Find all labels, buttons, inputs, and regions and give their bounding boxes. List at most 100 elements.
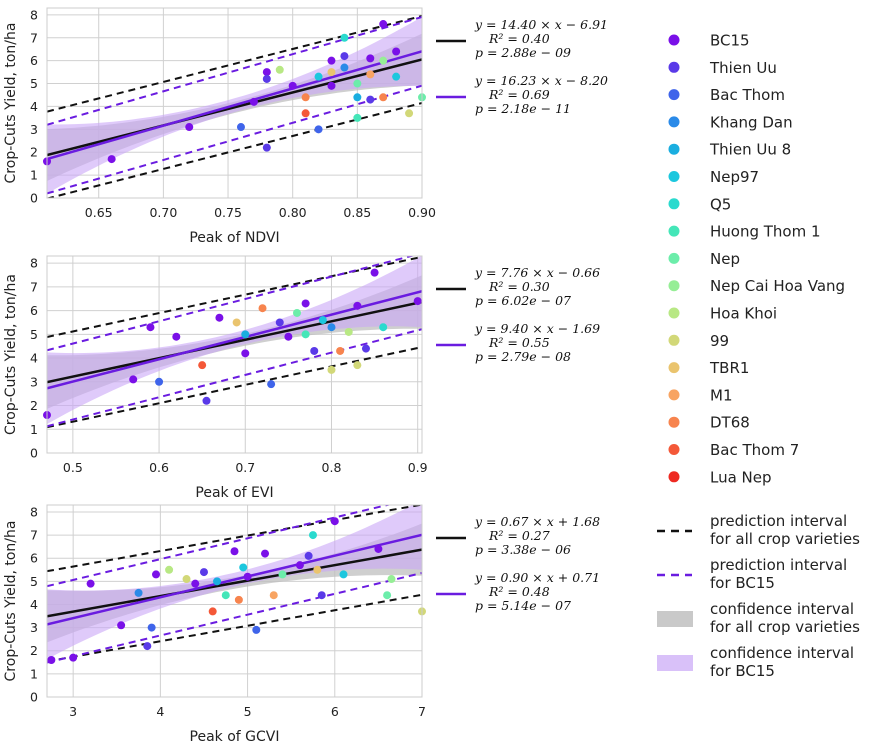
y-tick-label: 2 — [30, 643, 38, 658]
y-tick-label: 1 — [30, 666, 38, 681]
y-tick-label: 6 — [30, 53, 38, 68]
data-point — [215, 313, 224, 322]
fit-all-p: p = 6.02e − 07 — [475, 293, 571, 308]
legend-label: Thien Uu — [709, 59, 777, 77]
data-point — [379, 93, 388, 102]
x-tick-label: 0.90 — [408, 205, 436, 220]
y-tick-label: 4 — [30, 99, 38, 114]
data-point — [327, 68, 336, 77]
data-point — [304, 551, 313, 560]
y-tick-label: 3 — [30, 620, 38, 635]
legend-marker — [668, 416, 680, 428]
fit-all-eq: y = 7.76 × x − 0.66 — [474, 265, 600, 280]
x-tick-label: 0.5 — [63, 460, 83, 475]
legend-interval-label: confidence interval — [710, 600, 854, 618]
data-point — [379, 20, 388, 29]
y-tick-label: 5 — [30, 76, 38, 91]
y-tick-label: 3 — [30, 374, 38, 389]
data-point — [258, 304, 267, 313]
data-point — [107, 155, 116, 164]
data-point — [147, 623, 156, 632]
legend-label: DT68 — [710, 414, 750, 432]
data-point — [366, 70, 375, 79]
data-point — [340, 63, 349, 72]
data-point — [344, 327, 353, 336]
data-point — [392, 47, 401, 56]
x-tick-label: 3 — [69, 704, 77, 719]
chart-panel-1: 0 1 2 3 4 5 6 7 8 0.65 0.70 0.75 0.80 0.85 0.90 Peak of… — [3, 7, 608, 246]
y-tick-label: 0 — [30, 690, 38, 705]
data-point — [327, 365, 336, 374]
fit-all-r2: R² = 0.30 — [488, 279, 550, 294]
x-axis-label: Peak of GCVI — [190, 729, 280, 745]
data-point — [308, 531, 317, 540]
data-point — [117, 621, 126, 630]
prediction-upper-bc15 — [47, 256, 416, 352]
legend-marker — [668, 471, 680, 483]
y-tick-label: 7 — [30, 279, 38, 294]
y-tick-label: 0 — [30, 446, 38, 461]
fit-bc15-p: p = 2.18e − 11 — [475, 101, 571, 116]
regression-line-all — [47, 58, 422, 157]
data-point — [301, 299, 310, 308]
plot-content — [47, 15, 422, 198]
data-point — [236, 123, 245, 132]
legend-marker — [668, 61, 680, 73]
data-point — [241, 349, 250, 358]
fit-all-p: p = 3.38e − 06 — [475, 542, 571, 557]
data-point — [261, 549, 270, 558]
y-tick-label: 0 — [30, 191, 38, 206]
fit-all-r2: R² = 0.27 — [488, 528, 550, 543]
data-point — [392, 72, 401, 81]
legend-label: Bac Thom — [710, 86, 785, 104]
plot-content — [47, 505, 422, 664]
fit-all-p: p = 2.88e − 09 — [475, 45, 571, 60]
y-tick-label: 7 — [30, 528, 38, 543]
y-axis-label: Crop-Cuts Yield, ton/ha — [3, 23, 19, 184]
x-tick-label: 0.7 — [235, 460, 255, 475]
data-point — [47, 655, 56, 664]
legend-label: Nep — [710, 250, 740, 268]
data-point — [262, 143, 271, 152]
data-point — [172, 332, 181, 341]
prediction-lower-all — [47, 102, 422, 198]
y-tick-label: 4 — [30, 351, 38, 366]
fit-bc15-p: p = 2.79e − 08 — [475, 349, 571, 364]
data-point — [327, 81, 336, 90]
data-point — [295, 561, 304, 570]
x-tick-label: 4 — [156, 704, 164, 719]
x-tick-label: 0.9 — [408, 460, 428, 475]
data-point — [182, 575, 191, 584]
legend-marker — [668, 116, 680, 128]
data-point — [252, 625, 261, 634]
prediction-upper-all — [47, 256, 422, 338]
data-point — [221, 591, 230, 600]
fit-bc15-p: p = 5.14e − 07 — [475, 598, 571, 613]
y-tick-label: 2 — [30, 398, 38, 413]
y-tick-label: 5 — [30, 327, 38, 342]
y-tick-label: 1 — [30, 422, 38, 437]
data-point — [379, 56, 388, 65]
legend-marker — [668, 362, 680, 374]
data-point — [129, 375, 138, 384]
y-tick-label: 4 — [30, 597, 38, 612]
y-tick-label: 6 — [30, 303, 38, 318]
data-point — [267, 380, 276, 389]
fit-bc15-eq: y = 9.40 × x − 1.69 — [474, 321, 600, 336]
data-point — [146, 323, 155, 332]
legend-label: BC15 — [710, 32, 750, 50]
y-tick-label: 5 — [30, 574, 38, 589]
data-point — [413, 297, 422, 306]
fit-bc15-eq: y = 0.90 × x + 0.71 — [474, 570, 600, 585]
legend-interval-label: for all crop varieties — [710, 530, 860, 548]
data-point — [310, 346, 319, 355]
x-tick-label: 0.80 — [279, 205, 307, 220]
x-tick-label: 5 — [244, 704, 252, 719]
data-point — [301, 93, 310, 102]
legend-label: Hoa Khoi — [710, 305, 777, 323]
legend-interval-label: prediction interval — [710, 556, 847, 574]
legend-marker — [668, 225, 680, 237]
x-tick-label: 0.85 — [343, 205, 371, 220]
data-point — [185, 123, 194, 132]
legend-label: Thien Uu 8 — [709, 141, 791, 159]
